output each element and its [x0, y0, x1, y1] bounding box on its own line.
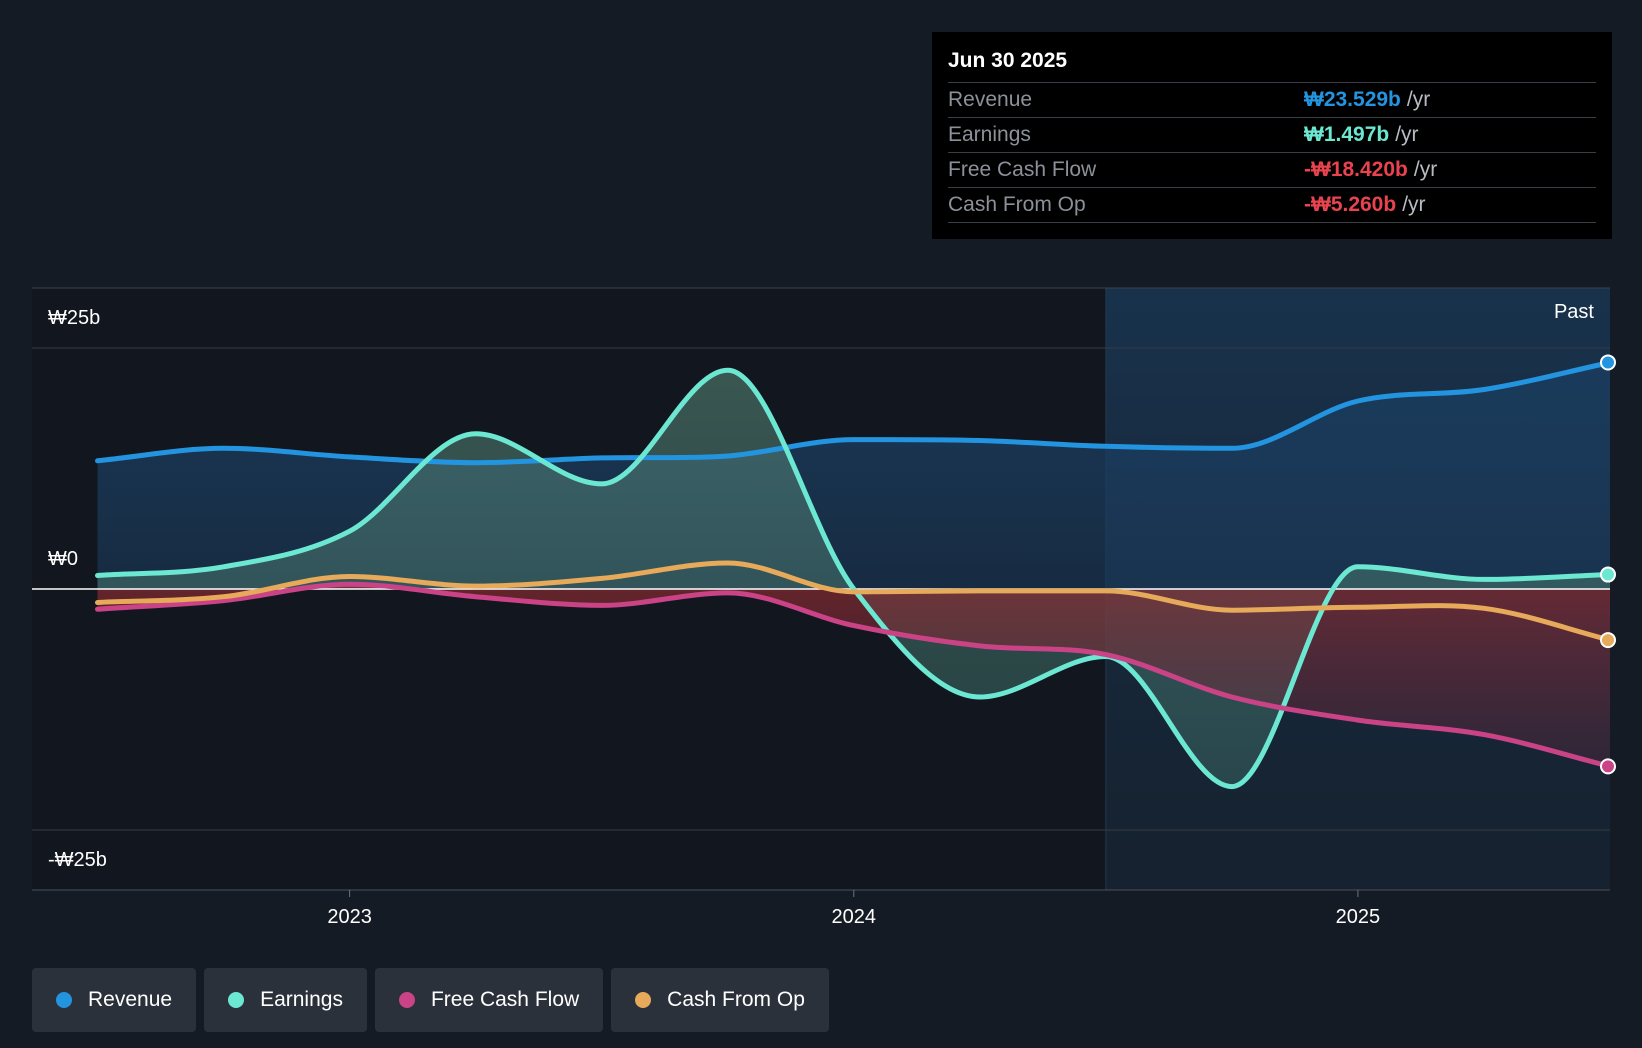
revenue-line	[95, 360, 1613, 466]
free-cash-flow-end-dot	[1600, 758, 1616, 775]
free-cash-flow-line	[95, 581, 1613, 769]
tooltip-value: -₩18.420b	[1304, 158, 1408, 181]
past-label: Past	[1554, 301, 1594, 323]
legend-label: Free Cash Flow	[430, 988, 580, 1011]
tooltip-label: Earnings	[948, 123, 1031, 146]
legend-item-revenue[interactable]: Revenue	[32, 968, 197, 1032]
y-tick-label: ₩0	[48, 548, 78, 570]
tooltip-label: Free Cash Flow	[948, 158, 1097, 181]
x-tick-label: 2024	[832, 906, 877, 928]
tooltip-label: Revenue	[948, 88, 1033, 111]
x-tick-label: 2025	[1336, 906, 1381, 928]
legend-dot-icon	[228, 992, 245, 1008]
tooltip-unit: /yr	[1402, 193, 1426, 216]
tooltip-unit: /yr	[1406, 88, 1431, 111]
free-cash-flow-area	[97, 584, 1610, 767]
cash-from-op-line	[95, 560, 1613, 643]
tooltip-row-revenue: Revenue ₩23.529b /yr	[948, 83, 1596, 118]
tooltip-date: Jun 30 2025	[948, 46, 1596, 83]
legend-label: Cash From Op	[667, 988, 805, 1011]
legend-label: Revenue	[88, 988, 173, 1011]
tooltip-unit: /yr	[1413, 158, 1438, 181]
cash-from-op-end-dot	[1600, 632, 1616, 649]
tooltip: Jun 30 2025 Revenue ₩23.529b /yr Earning…	[932, 32, 1612, 239]
y-tick-label: -₩25b	[48, 849, 107, 871]
legend-label: Earnings	[260, 988, 343, 1011]
legend-dot-icon	[398, 992, 415, 1008]
earnings-end-dot	[1600, 566, 1616, 583]
tooltip-value: -₩5.260b	[1304, 193, 1397, 216]
tooltip-unit: /yr	[1395, 123, 1419, 146]
tooltip-label: Cash From Op	[948, 193, 1086, 216]
tooltip-row-free-cash-flow: Free Cash Flow -₩18.420b /yr	[948, 153, 1596, 188]
legend-dot-icon	[56, 992, 72, 1008]
earnings-line	[95, 367, 1613, 790]
tooltip-row-cash-from-op: Cash From Op -₩5.260b /yr	[948, 188, 1596, 223]
legend: Revenue Earnings Free Cash Flow Cash Fro…	[32, 968, 829, 1032]
legend-item-free-cash-flow[interactable]: Free Cash Flow	[374, 968, 604, 1032]
revenue-end-dot	[1600, 354, 1616, 371]
tooltip-value: ₩1.497b	[1304, 123, 1390, 146]
x-tick-label: 2023	[327, 906, 372, 928]
legend-item-earnings[interactable]: Earnings	[204, 968, 367, 1032]
legend-item-cash-from-op[interactable]: Cash From Op	[611, 968, 829, 1032]
tooltip-value: ₩23.529b	[1304, 88, 1401, 111]
legend-dot-icon	[635, 992, 652, 1008]
tooltip-row-earnings: Earnings ₩1.497b /yr	[948, 118, 1596, 153]
y-tick-label: ₩25b	[48, 307, 100, 329]
